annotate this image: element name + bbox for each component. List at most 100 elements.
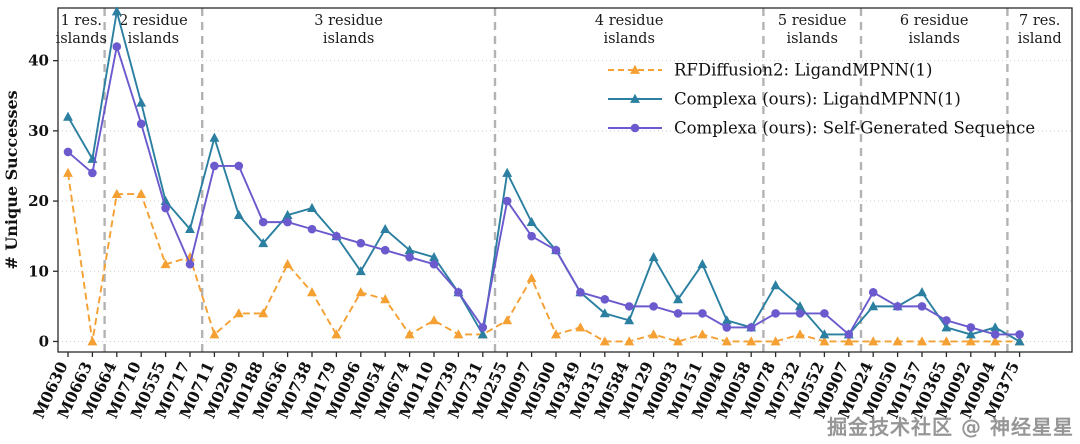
- series-marker: [551, 245, 561, 255]
- region-label: 2 residue: [119, 13, 188, 29]
- series-marker: [405, 252, 414, 262]
- series-marker: [892, 336, 903, 346]
- series-marker: [258, 217, 268, 227]
- series-marker: [307, 202, 317, 212]
- series-marker: [453, 329, 464, 339]
- series-marker: [136, 119, 146, 129]
- series-marker: [795, 301, 805, 311]
- series-marker: [233, 308, 244, 318]
- series-marker: [893, 302, 902, 311]
- series-marker: [234, 161, 244, 171]
- y-axis-label: # Unique Successes: [2, 90, 21, 269]
- series-marker: [502, 196, 512, 206]
- series-marker: [185, 223, 195, 234]
- series-marker: [380, 294, 391, 304]
- series-marker: [599, 308, 610, 318]
- series-marker: [526, 216, 537, 227]
- series-marker: [630, 123, 640, 133]
- series-marker: [990, 330, 1000, 339]
- series-marker: [795, 309, 805, 318]
- series-marker: [111, 6, 122, 16]
- region-label: 3 residue: [314, 13, 383, 29]
- legend-item: Complexa (ours): LigandMPNN(1): [608, 90, 961, 109]
- series-marker: [575, 322, 586, 332]
- region-label: islands: [786, 31, 837, 47]
- region-label: island: [1018, 31, 1062, 47]
- series-marker: [429, 252, 439, 262]
- series-marker: [282, 209, 293, 220]
- series-marker: [868, 301, 879, 311]
- series-marker: [630, 93, 640, 103]
- series-marker: [917, 302, 927, 311]
- series-marker: [209, 329, 220, 339]
- y-tick-label: 40: [28, 52, 49, 70]
- series-marker: [599, 336, 610, 346]
- series-marker: [429, 259, 439, 269]
- series-marker: [721, 315, 732, 325]
- series-marker: [477, 329, 488, 339]
- series-marker: [258, 308, 269, 318]
- series-marker: [698, 309, 707, 318]
- series-marker: [112, 42, 122, 51]
- series-marker: [1014, 336, 1025, 346]
- region-label: 1 res.: [61, 13, 102, 29]
- series-marker: [624, 336, 635, 346]
- series-marker: [380, 245, 390, 255]
- series-marker: [185, 259, 195, 269]
- series-marker: [746, 323, 756, 332]
- region-label: islands: [603, 31, 654, 47]
- legend-item: Complexa (ours): Self-Generated Sequence: [608, 119, 1035, 138]
- series-marker: [770, 336, 781, 346]
- series-marker: [966, 323, 976, 332]
- series-marker: [624, 315, 635, 325]
- series-marker: [648, 252, 659, 262]
- series-marker: [942, 316, 951, 325]
- series-marker: [429, 315, 439, 325]
- series-marker: [795, 329, 805, 339]
- series-marker: [630, 64, 640, 74]
- region-label: 4 residue: [595, 13, 664, 29]
- series-marker: [356, 238, 366, 248]
- legend-label: RFDiffusion2: LigandMPNN(1): [674, 61, 932, 80]
- series-marker: [258, 237, 269, 248]
- series-marker: [307, 224, 317, 234]
- region-label: 6 residue: [900, 13, 969, 29]
- series-marker: [136, 97, 147, 107]
- series-marker: [697, 329, 708, 339]
- series-marker: [746, 336, 757, 346]
- series-marker: [721, 336, 732, 346]
- series-marker: [673, 336, 683, 346]
- series-marker: [1015, 330, 1024, 339]
- series-marker: [136, 188, 147, 198]
- series-marker: [624, 302, 634, 311]
- y-tick-label: 30: [28, 122, 49, 140]
- region-label: islands: [56, 31, 107, 47]
- series-marker: [380, 223, 391, 234]
- region-label: islands: [323, 31, 374, 47]
- series-marker: [868, 336, 879, 346]
- region-label: 7 res.: [1019, 13, 1060, 29]
- series-marker: [697, 259, 708, 269]
- series-marker: [404, 329, 415, 339]
- series-marker: [990, 336, 1001, 346]
- series-marker: [210, 161, 219, 171]
- series-marker: [819, 329, 830, 339]
- series-marker: [454, 288, 463, 297]
- series-marker: [355, 287, 366, 297]
- series-marker: [673, 309, 683, 318]
- series-marker: [63, 167, 73, 177]
- series-marker: [844, 330, 854, 339]
- series-marker: [161, 203, 170, 213]
- series-marker: [576, 288, 585, 297]
- series-marker: [404, 245, 415, 255]
- series-marker: [160, 259, 171, 269]
- y-tick-label: 0: [39, 332, 49, 350]
- series-marker: [868, 288, 878, 297]
- series-marker: [820, 309, 829, 318]
- legend-item: RFDiffusion2: LigandMPNN(1): [608, 61, 932, 80]
- series-marker: [332, 231, 341, 241]
- y-tick-label: 10: [28, 262, 49, 280]
- series-marker: [307, 287, 317, 297]
